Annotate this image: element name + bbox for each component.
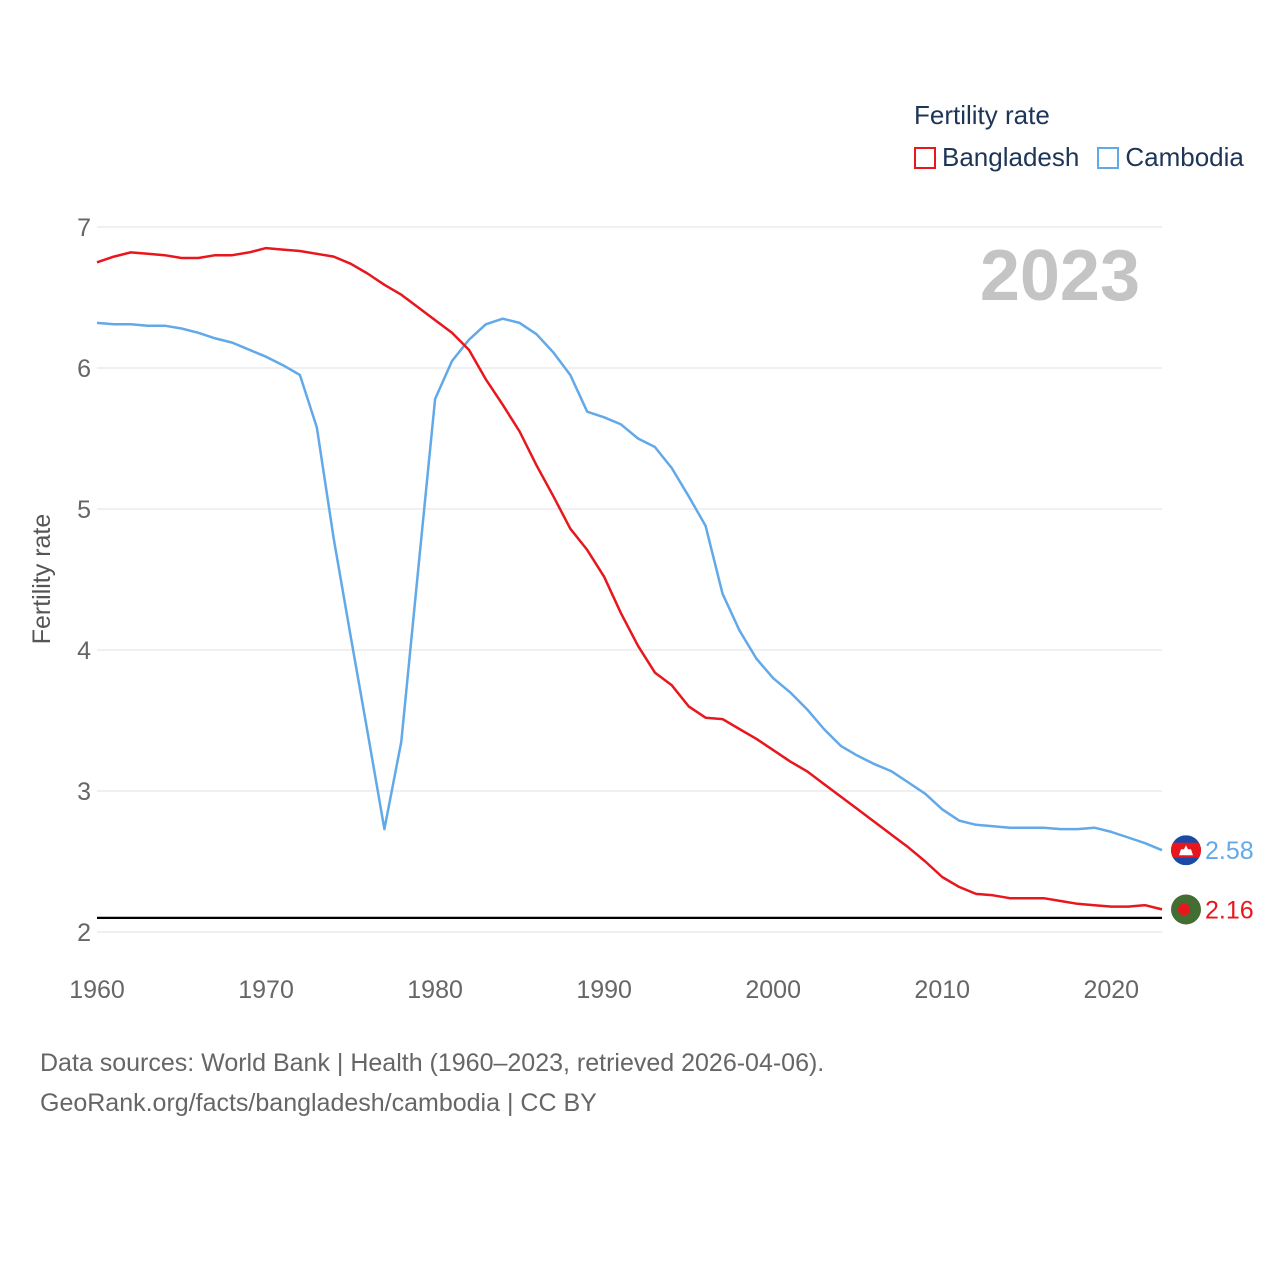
sources-link[interactable]: GeoRank.org/facts/bangladesh/cambodia | … xyxy=(40,1089,597,1117)
bangladesh-flag-icon xyxy=(1171,894,1201,925)
data-sources: Data sources: World Bank | Health (1960–… xyxy=(40,1043,824,1123)
y-axis-label: Fertility rate xyxy=(28,514,56,645)
legend-item-cambodia[interactable]: Cambodia xyxy=(1097,142,1244,173)
legend-title: Fertility rate xyxy=(914,100,1050,130)
x-tick-label: 1990 xyxy=(576,976,632,1004)
x-tick-label: 2020 xyxy=(1083,976,1139,1004)
x-tick-label: 1980 xyxy=(407,976,463,1004)
series-lines xyxy=(96,246,1163,911)
x-tick-label: 1970 xyxy=(238,976,294,1004)
end-markers: 2.16 2.58 xyxy=(1171,835,1254,925)
end-label-bangladesh: 2.16 xyxy=(1205,896,1254,924)
y-tick-label: 3 xyxy=(77,778,91,806)
legend: Bangladesh Cambodia xyxy=(914,142,1244,173)
sources-line: Data sources: World Bank | Health (1960–… xyxy=(40,1049,825,1077)
y-tick-label: 2 xyxy=(77,919,91,947)
x-tick-label: 1960 xyxy=(69,976,125,1004)
legend-label-cambodia: Cambodia xyxy=(1125,142,1244,172)
y-tick-label: 4 xyxy=(77,637,91,665)
y-tick-label: 5 xyxy=(77,496,91,524)
y-tick-label: 6 xyxy=(77,355,91,383)
cambodia-flag-icon xyxy=(1171,835,1201,866)
legend-swatch-cambodia xyxy=(1097,146,1120,169)
end-label-cambodia: 2.58 xyxy=(1205,837,1254,865)
series-line-cambodia xyxy=(96,317,1163,852)
grid-lines xyxy=(97,226,1162,933)
y-tick-label: 7 xyxy=(77,214,91,242)
series-line-bangladesh xyxy=(96,246,1163,911)
y-tick-labels: 2 3 4 5 6 7 xyxy=(77,214,91,947)
x-tick-label: 2010 xyxy=(914,976,970,1004)
legend-item-bangladesh[interactable]: Bangladesh xyxy=(914,142,1079,173)
legend-swatch-bangladesh xyxy=(914,146,936,169)
x-tick-label: 2000 xyxy=(745,976,801,1004)
year-watermark: 2023 xyxy=(980,236,1140,316)
legend-label-bangladesh: Bangladesh xyxy=(942,142,1080,172)
x-tick-labels: 1960 1970 1980 1990 2000 2010 2020 xyxy=(69,976,1139,1004)
